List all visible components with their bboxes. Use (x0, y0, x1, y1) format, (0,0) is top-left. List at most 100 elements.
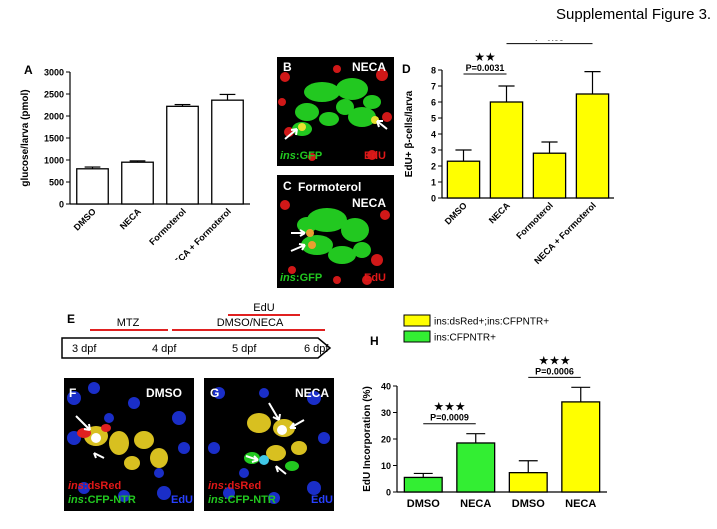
chart-h-y-tick-label: 30 (381, 408, 391, 418)
chart-h: 0 10 20 30 40 EdU Incorporation (%) DMSO NECA DM… (362, 314, 607, 510)
micrograph-c-legend: ins:GFP (280, 272, 322, 284)
micrograph-b-marker: :GFP (295, 150, 323, 162)
chart-d-bar (489, 101, 524, 199)
chart-d-y-label: EdU+ β-cells/larva (404, 90, 415, 177)
chart-d-significance: ★★ (474, 50, 496, 64)
micrograph-f-condition: DMSO (146, 386, 182, 400)
micrograph-b-legend: ins:GFP (280, 150, 322, 162)
chart-a-y-tick-label: 1000 (44, 156, 64, 166)
chart-h-category-label: DMSO (407, 498, 440, 510)
micrograph-c-gene: ins (280, 272, 296, 284)
chart-d-plot: 0 1 2 3 4 5 6 7 8 EdU+ β-cells/larva DMSO NECA Formo… (404, 40, 614, 266)
timeline-label-dmso-neca: DMSO/NECA (217, 317, 284, 329)
chart-h-bar (403, 476, 443, 493)
micrograph-f-image (67, 382, 190, 502)
chart-a-y-tick-label: 3000 (44, 68, 64, 78)
micrograph-g-legend-1: ins:dsRed (208, 480, 261, 492)
chart-h-y-label: EdU Incorporation (%) (362, 386, 373, 492)
timeline-tick-label: 3 dpf (72, 343, 97, 355)
chart-d-p-value: P=0.0031 (466, 63, 505, 73)
panel-label-f: F (69, 386, 77, 400)
micrograph-g-image (208, 387, 330, 504)
chart-h-bar (456, 442, 496, 493)
chart-h-significance: ★★★ (433, 400, 465, 414)
chart-h-plot: 0 10 20 30 40 EdU Incorporation (%) DMSO NECA DM… (362, 314, 607, 510)
chart-d-y-tick-label: 2 (431, 162, 436, 172)
timeline-plot: 3 dpf 4 dpf 5 dpf 6 dpf MTZ DMSO/NECA EdU (61, 302, 332, 359)
panel-label-e: E (67, 312, 76, 326)
micrograph-f-gene-2: ins (68, 494, 84, 506)
micrograph-b-stain: EdU (364, 150, 386, 162)
chart-h-category-label: DMSO (512, 498, 545, 510)
micrograph-b (277, 57, 394, 166)
micrograph-g-condition: NECA (295, 386, 330, 400)
micrograph-f-legend-2: ins:CFP-NTR (68, 494, 136, 506)
chart-a-y-tick-label: 500 (49, 178, 64, 188)
chart-d-y-tick-label: 5 (431, 114, 436, 124)
micrograph-b-gene: ins (280, 150, 296, 162)
chart-h-bar (561, 401, 601, 493)
chart-d-y-tick-label: 0 (431, 194, 436, 204)
chart-a: 0 500 1000 1500 2000 2500 3000 glucose/larva (p… (20, 68, 250, 260)
micrograph-f (64, 378, 194, 511)
chart-d-y-tick-label: 6 (431, 98, 436, 108)
chart-d-category-label: NECA (487, 200, 512, 225)
chart-h-p-value: P=0.0009 (430, 413, 469, 423)
chart-a-category-label: NECA (118, 206, 143, 231)
chart-h-category-label: NECA (460, 498, 491, 510)
micrograph-b-image (278, 65, 392, 161)
chart-a-bar (211, 99, 244, 205)
micrograph-c-condition-1: Formoterol (298, 180, 362, 194)
micrograph-f-marker-1: :dsRed (83, 480, 122, 492)
chart-a-y-tick-label: 2500 (44, 90, 64, 100)
micrograph-g-stain: EdU (311, 494, 333, 506)
panel-label-c: C (283, 179, 292, 193)
micrograph-f-legend-1: ins:dsRed (68, 480, 121, 492)
chart-a-y-tick-label: 2000 (44, 112, 64, 122)
chart-h-legend-swatch (403, 330, 431, 343)
chart-a-plot: 0 500 1000 1500 2000 2500 3000 glucose/larva (p… (20, 68, 250, 260)
chart-d-y-tick-label: 3 (431, 146, 436, 156)
timeline-arrow (61, 337, 332, 359)
panel-label-g: G (210, 386, 220, 400)
chart-d-y-tick-label: 4 (431, 130, 436, 140)
chart-h-y-tick-label: 10 (381, 461, 391, 471)
chart-h-y-tick-label: 40 (381, 382, 391, 392)
chart-a-bar (121, 161, 154, 205)
chart-h-y-tick-label: 0 (386, 488, 391, 498)
chart-a-y-tick-label: 1500 (44, 134, 64, 144)
chart-d-bar (446, 160, 481, 199)
timeline-tick-label: 4 dpf (152, 343, 177, 355)
timeline-label-mtz: MTZ (117, 317, 140, 329)
chart-d-y-tick-label: 7 (431, 82, 436, 92)
chart-d-y-tick-label: 8 (431, 66, 436, 76)
micrograph-f-marker-2: :CFP-NTR (83, 494, 136, 506)
micrograph-g-gene-1: ins (208, 480, 224, 492)
chart-h-category-label: NECA (565, 498, 596, 510)
micrograph-g-marker-2: :CFP-NTR (223, 494, 276, 506)
micrograph-f-stain: EdU (171, 494, 193, 506)
micrograph-g (204, 378, 334, 511)
chart-d-category-label: DMSO (443, 200, 469, 226)
chart-h-legend-label: ins:dsRed+;ins:CFPNTR+ (434, 317, 549, 328)
chart-a-bar (76, 168, 109, 205)
micrograph-f-gene-1: ins (68, 480, 84, 492)
chart-h-significance: ★★★ (538, 353, 570, 367)
chart-d-y-tick-label: 1 (431, 178, 436, 188)
chart-d-bar (532, 152, 567, 199)
panel-label-h: H (370, 334, 379, 348)
chart-a-category-label: DMSO (72, 206, 98, 232)
panel-label-a: A (24, 63, 33, 77)
chart-h-bar (508, 472, 548, 493)
timeline-e: 3 dpf 4 dpf 5 dpf 6 dpf MTZ DMSO/NECA EdU (61, 302, 332, 359)
figure-title: Supplemental Figure 3. (556, 6, 712, 23)
timeline-tick-label: 5 dpf (232, 343, 257, 355)
micrograph-g-gene-2: ins (208, 494, 224, 506)
chart-a-bar (166, 105, 199, 205)
micrograph-g-legend-2: ins:CFP-NTR (208, 494, 276, 506)
micrograph-g-marker-1: :dsRed (223, 480, 262, 492)
timeline-tick-label: 6 dpf (304, 343, 329, 355)
timeline-label-edu: EdU (253, 302, 274, 314)
chart-a-y-label: glucose/larva (pmol) (20, 89, 31, 186)
chart-a-category-label: Formoterol (147, 206, 188, 247)
